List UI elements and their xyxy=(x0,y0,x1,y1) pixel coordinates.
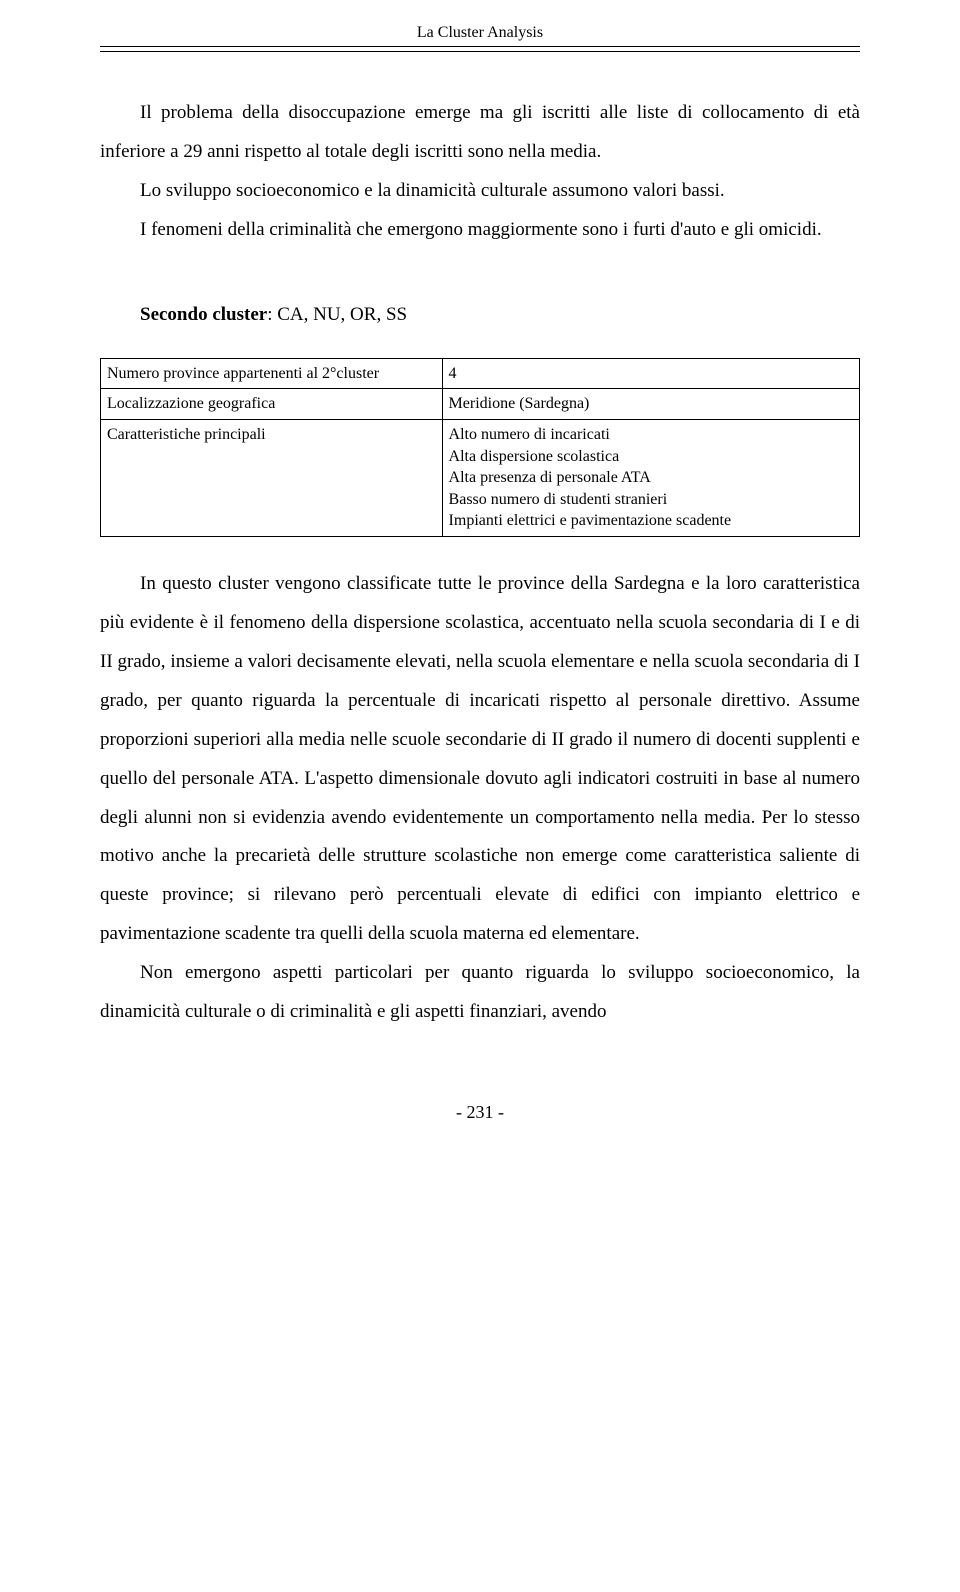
characteristic-item: Basso numero di studenti stranieri xyxy=(449,489,853,511)
header-rule xyxy=(100,51,860,52)
cluster-heading: Secondo cluster: CA, NU, OR, SS xyxy=(100,304,860,326)
table-cell-label: Localizzazione geografica xyxy=(101,389,443,420)
running-header: La Cluster Analysis xyxy=(100,24,860,47)
characteristic-item: Alto numero di incaricati xyxy=(449,424,853,446)
intro-paragraph-1: Il problema della disoccupazione emerge … xyxy=(100,94,860,172)
characteristic-item: Alta presenza di personale ATA xyxy=(449,467,853,489)
cluster-heading-bold: Secondo cluster xyxy=(140,304,267,325)
main-paragraph-2: Non emergono aspetti particolari per qua… xyxy=(100,954,860,1032)
characteristic-item: Impianti elettrici e pavimentazione scad… xyxy=(449,510,853,532)
main-paragraph-1: In questo cluster vengono classificate t… xyxy=(100,565,860,954)
cluster-info-table: Numero province appartenenti al 2°cluste… xyxy=(100,358,860,537)
table-cell-value: 4 xyxy=(442,358,859,389)
table-row: Numero province appartenenti al 2°cluste… xyxy=(101,358,860,389)
intro-paragraph-3: I fenomeni della criminalità che emergon… xyxy=(100,211,860,250)
table-row: Caratteristiche principali Alto numero d… xyxy=(101,419,860,536)
characteristic-item: Alta dispersione scolastica xyxy=(449,446,853,468)
table-cell-label: Numero province appartenenti al 2°cluste… xyxy=(101,358,443,389)
page-number: - 231 - xyxy=(100,1102,860,1123)
table-row: Localizzazione geografica Meridione (Sar… xyxy=(101,389,860,420)
table-cell-value: Meridione (Sardegna) xyxy=(442,389,859,420)
intro-paragraph-2: Lo sviluppo socioeconomico e la dinamici… xyxy=(100,172,860,211)
intro-block: Il problema della disoccupazione emerge … xyxy=(100,94,860,250)
table-cell-label: Caratteristiche principali xyxy=(101,419,443,536)
table-cell-characteristics: Alto numero di incaricati Alta dispersio… xyxy=(442,419,859,536)
cluster-heading-rest: : CA, NU, OR, SS xyxy=(267,304,407,325)
